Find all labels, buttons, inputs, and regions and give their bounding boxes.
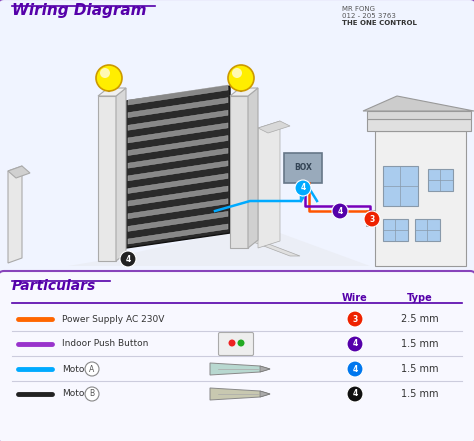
Polygon shape (258, 121, 280, 248)
Text: 3: 3 (352, 314, 357, 324)
Polygon shape (260, 391, 270, 397)
Polygon shape (98, 88, 126, 96)
Polygon shape (128, 148, 228, 168)
Circle shape (228, 65, 254, 91)
Bar (366, 220, 374, 226)
Circle shape (347, 361, 363, 377)
Text: 4: 4 (352, 389, 357, 399)
Circle shape (85, 387, 99, 401)
FancyBboxPatch shape (284, 153, 322, 183)
Circle shape (295, 180, 311, 196)
Text: Motor: Motor (62, 365, 88, 374)
Circle shape (85, 362, 99, 376)
Polygon shape (248, 240, 300, 256)
Polygon shape (210, 363, 270, 375)
Polygon shape (248, 88, 258, 248)
Text: 012 - 205 3763: 012 - 205 3763 (342, 13, 396, 19)
Text: 4: 4 (352, 365, 357, 374)
Polygon shape (375, 131, 466, 266)
Text: 3: 3 (369, 214, 374, 224)
Polygon shape (258, 121, 290, 133)
Circle shape (347, 336, 363, 352)
Bar (383, 166, 418, 206)
Polygon shape (230, 88, 258, 96)
Polygon shape (98, 96, 116, 261)
Polygon shape (116, 88, 126, 261)
Polygon shape (128, 123, 228, 143)
Bar (366, 210, 374, 216)
Text: Particulars: Particulars (12, 279, 96, 293)
Text: 1.5 mm: 1.5 mm (401, 389, 439, 399)
Text: MR FONG: MR FONG (342, 6, 375, 12)
Polygon shape (128, 173, 228, 194)
Text: B: B (90, 389, 94, 399)
Polygon shape (128, 110, 228, 130)
FancyBboxPatch shape (0, 271, 474, 441)
Polygon shape (367, 119, 471, 131)
Text: THE ONE CONTROL: THE ONE CONTROL (342, 20, 417, 26)
Circle shape (332, 203, 348, 219)
Circle shape (228, 340, 236, 347)
Polygon shape (128, 211, 228, 232)
Text: Motor: Motor (62, 389, 88, 399)
FancyBboxPatch shape (219, 333, 254, 355)
Text: 1.5 mm: 1.5 mm (401, 339, 439, 349)
Text: BOX: BOX (294, 164, 312, 172)
Polygon shape (68, 225, 370, 266)
Text: 4: 4 (301, 183, 306, 193)
Polygon shape (128, 186, 228, 206)
Polygon shape (8, 166, 30, 178)
Circle shape (364, 211, 380, 227)
Polygon shape (128, 97, 228, 118)
Circle shape (96, 65, 122, 91)
Bar (383, 219, 408, 241)
Circle shape (232, 68, 242, 78)
Polygon shape (128, 224, 228, 244)
Text: 4: 4 (352, 340, 357, 348)
Polygon shape (363, 96, 474, 111)
Polygon shape (8, 166, 22, 263)
Polygon shape (128, 135, 228, 156)
Polygon shape (128, 199, 228, 219)
Circle shape (100, 68, 110, 78)
Polygon shape (126, 86, 230, 248)
FancyBboxPatch shape (0, 0, 474, 279)
Text: 2.5 mm: 2.5 mm (401, 314, 439, 324)
Text: A: A (90, 365, 95, 374)
Polygon shape (210, 388, 270, 400)
Text: 4: 4 (337, 206, 343, 216)
Text: 1.5 mm: 1.5 mm (401, 364, 439, 374)
Polygon shape (128, 85, 228, 105)
Text: Type: Type (407, 293, 433, 303)
Polygon shape (367, 111, 471, 119)
Polygon shape (260, 366, 270, 372)
Circle shape (347, 386, 363, 402)
Text: 4: 4 (126, 254, 131, 264)
Bar (415, 219, 440, 241)
Circle shape (347, 311, 363, 327)
Circle shape (120, 251, 136, 267)
Text: Wire: Wire (342, 293, 368, 303)
Text: Indoor Push Button: Indoor Push Button (62, 340, 148, 348)
Text: Power Supply AC 230V: Power Supply AC 230V (62, 314, 164, 324)
Circle shape (237, 340, 245, 347)
Bar (428, 169, 453, 191)
Text: Wiring Diagram: Wiring Diagram (12, 3, 146, 18)
Polygon shape (230, 96, 248, 248)
Polygon shape (128, 161, 228, 181)
